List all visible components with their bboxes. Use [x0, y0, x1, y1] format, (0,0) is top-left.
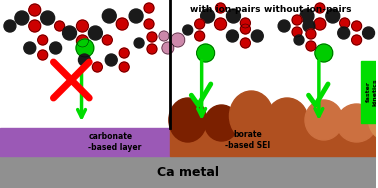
Circle shape [116, 18, 128, 30]
Ellipse shape [305, 100, 343, 140]
Circle shape [79, 54, 90, 66]
Circle shape [134, 38, 144, 48]
Circle shape [24, 42, 36, 54]
Circle shape [144, 19, 154, 29]
Circle shape [363, 27, 375, 39]
Circle shape [105, 54, 117, 66]
Text: without ion-pairs: without ion-pairs [264, 5, 352, 14]
Circle shape [159, 31, 169, 41]
Text: Ca metal: Ca metal [157, 165, 219, 178]
Circle shape [119, 62, 129, 72]
Circle shape [303, 20, 315, 32]
Circle shape [55, 21, 65, 31]
Ellipse shape [266, 98, 308, 142]
Circle shape [50, 42, 62, 54]
Circle shape [197, 44, 215, 62]
Circle shape [147, 32, 157, 42]
Ellipse shape [369, 100, 378, 140]
Circle shape [352, 21, 362, 31]
Circle shape [300, 9, 314, 23]
Circle shape [195, 31, 204, 41]
Ellipse shape [337, 104, 376, 142]
Circle shape [63, 26, 76, 40]
Bar [0, 128, 170, 156]
Circle shape [338, 27, 350, 39]
Circle shape [38, 35, 48, 45]
Circle shape [29, 4, 41, 16]
Ellipse shape [169, 98, 207, 142]
Circle shape [4, 20, 16, 32]
Circle shape [306, 41, 316, 51]
Circle shape [326, 9, 340, 23]
Bar [0, 156, 375, 188]
Ellipse shape [204, 105, 239, 141]
Circle shape [195, 19, 204, 29]
Circle shape [226, 30, 239, 42]
Circle shape [315, 3, 325, 13]
Text: with ion-pairs: with ion-pairs [190, 5, 260, 14]
Circle shape [201, 9, 215, 23]
Ellipse shape [229, 91, 273, 141]
Circle shape [240, 38, 250, 48]
Circle shape [92, 62, 102, 72]
Circle shape [251, 30, 263, 42]
Text: faster
kinetics: faster kinetics [366, 78, 377, 106]
Circle shape [147, 44, 157, 54]
Circle shape [88, 26, 102, 40]
Circle shape [76, 20, 88, 32]
Circle shape [240, 18, 250, 28]
Text: borate
-based SEI: borate -based SEI [225, 130, 271, 150]
Circle shape [294, 35, 304, 45]
Circle shape [144, 3, 154, 13]
Bar [361, 61, 378, 123]
Circle shape [38, 50, 48, 60]
Circle shape [352, 35, 362, 45]
Circle shape [162, 42, 174, 54]
Circle shape [76, 35, 88, 47]
Circle shape [306, 29, 316, 39]
Circle shape [215, 3, 226, 13]
Circle shape [226, 9, 240, 23]
Circle shape [76, 39, 94, 57]
Circle shape [215, 18, 226, 30]
Circle shape [171, 33, 185, 47]
Circle shape [240, 24, 250, 34]
Circle shape [314, 18, 326, 30]
Circle shape [292, 27, 302, 37]
Circle shape [129, 9, 143, 23]
Circle shape [292, 15, 302, 25]
Circle shape [102, 9, 116, 23]
Circle shape [15, 11, 29, 25]
Bar [170, 118, 375, 156]
Circle shape [183, 25, 193, 35]
Circle shape [340, 18, 350, 28]
Text: carbonate
-based layer: carbonate -based layer [88, 132, 142, 152]
Circle shape [102, 35, 112, 45]
Circle shape [315, 44, 333, 62]
Circle shape [278, 20, 290, 32]
Circle shape [29, 20, 41, 32]
Circle shape [119, 48, 129, 58]
Circle shape [41, 11, 55, 25]
